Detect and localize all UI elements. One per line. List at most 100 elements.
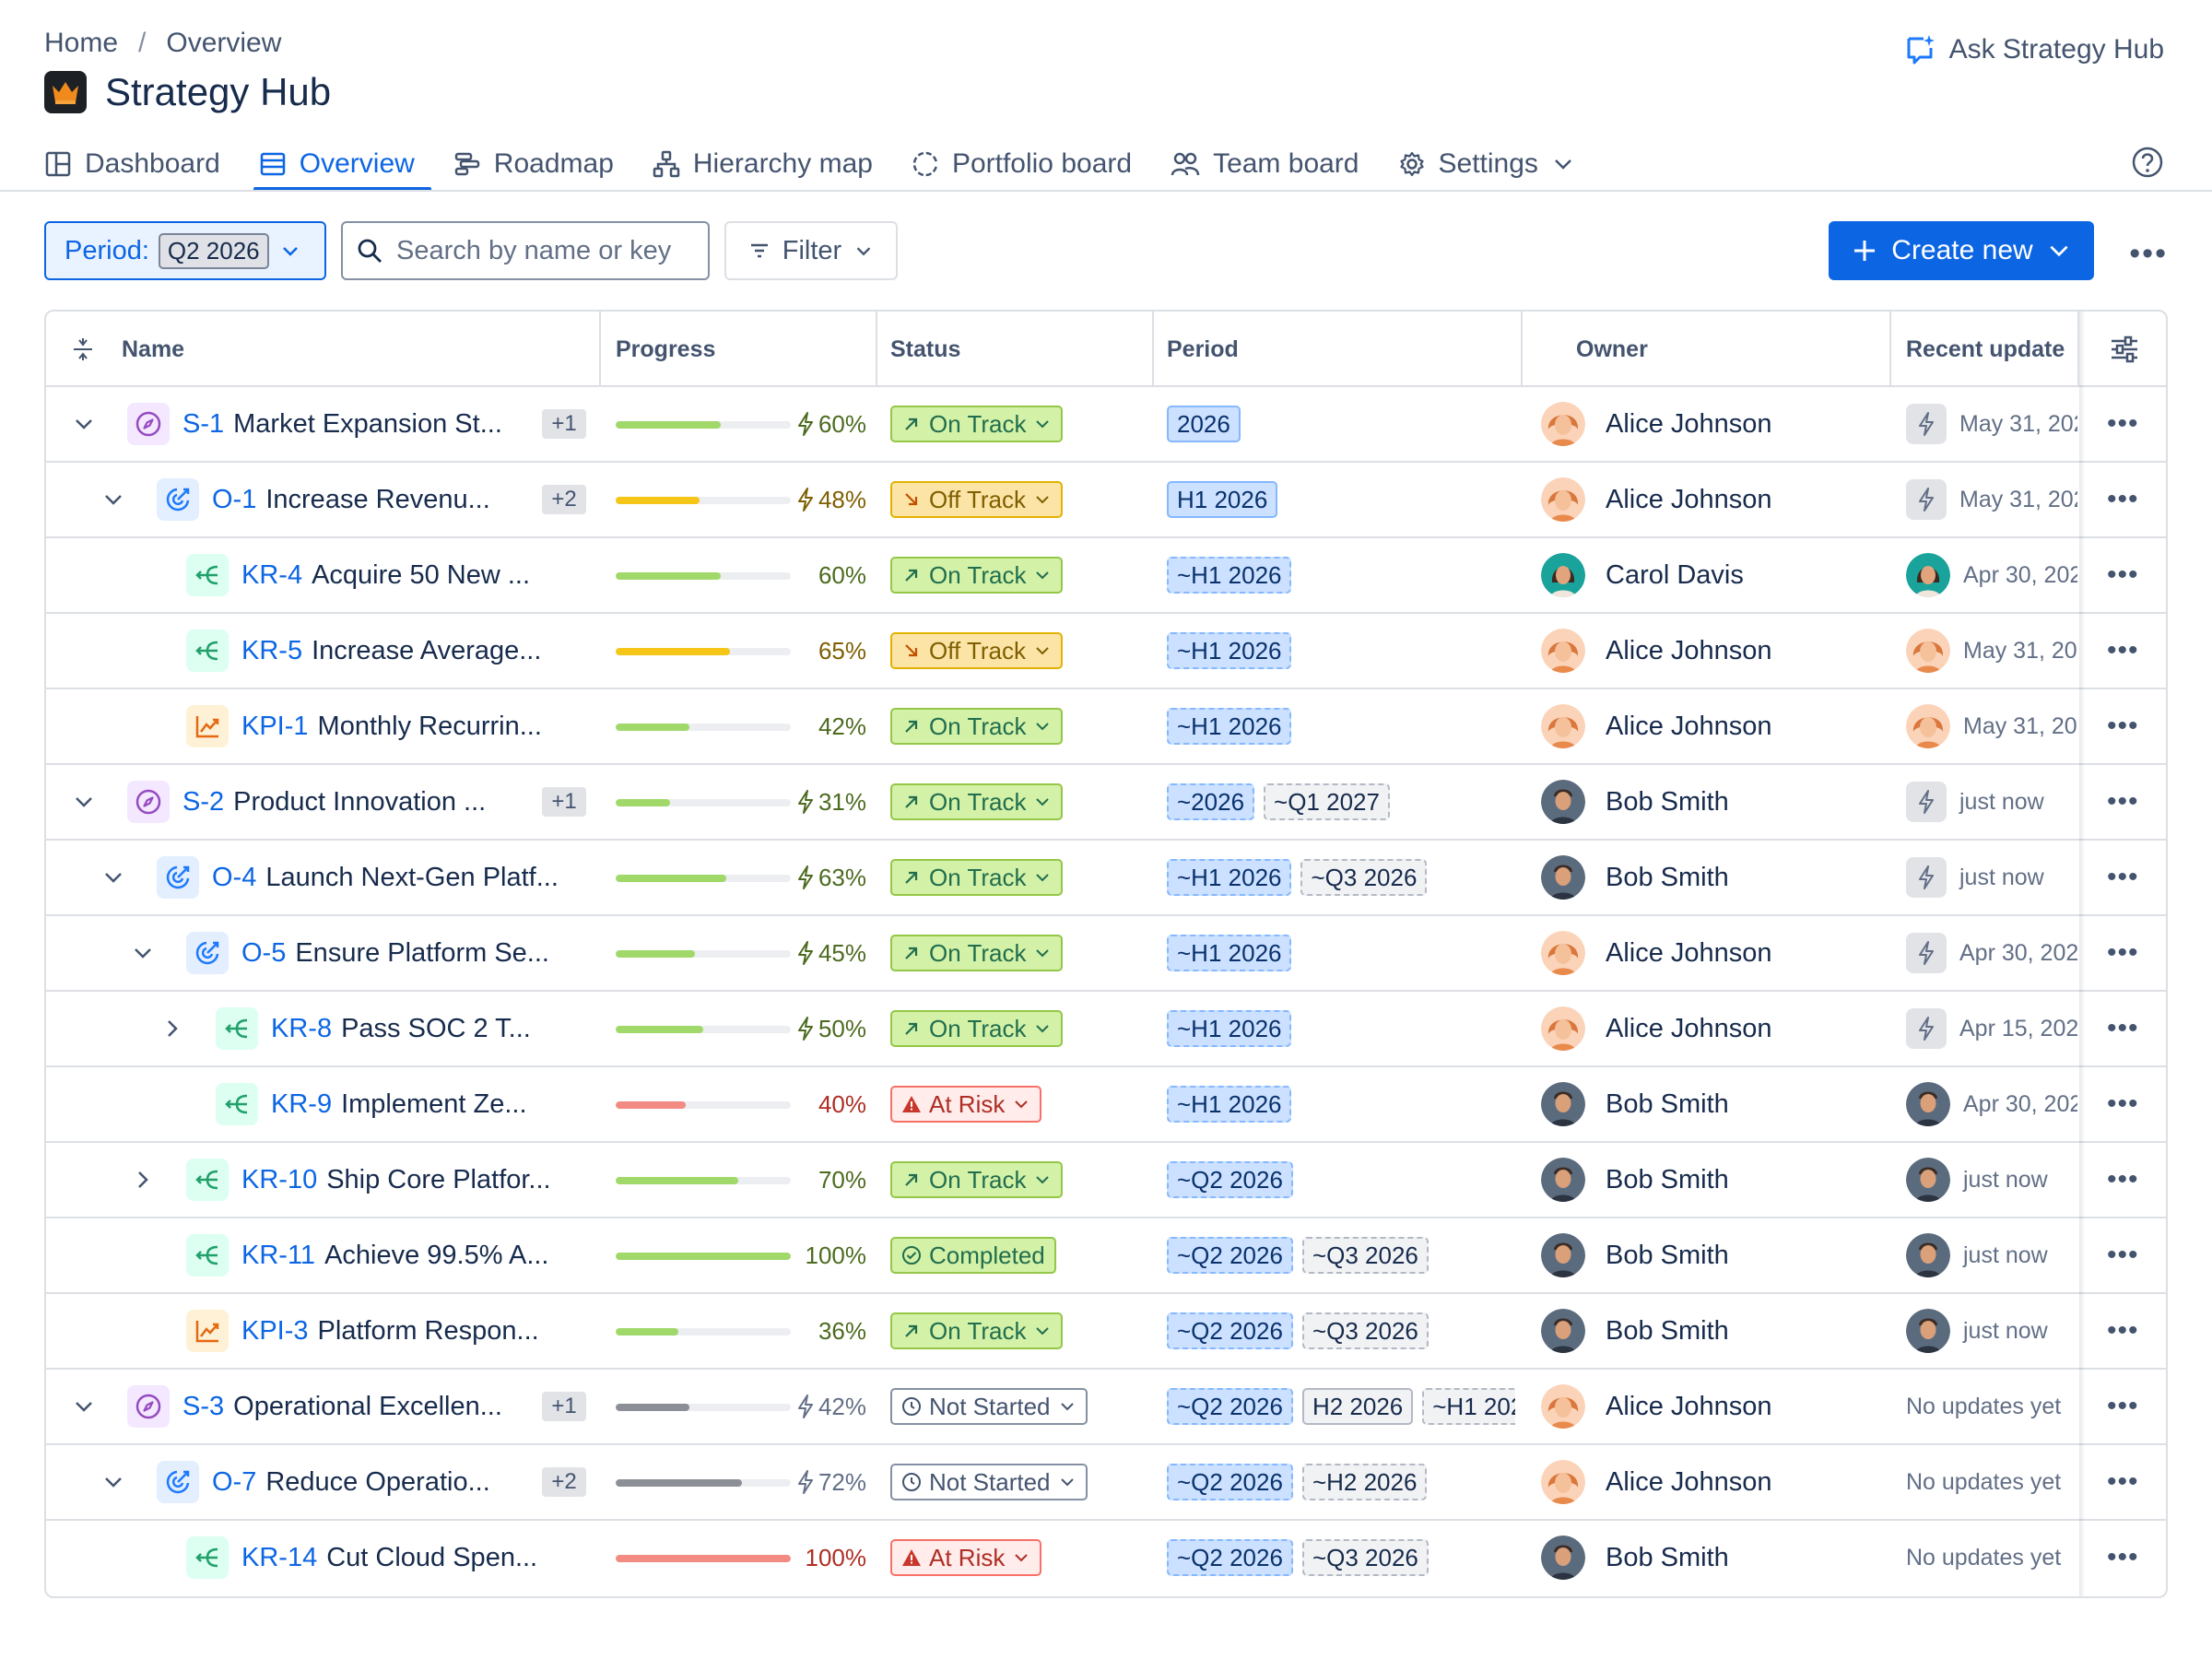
item-name[interactable]: Market Expansion St...	[233, 408, 502, 439]
recent-update-cell[interactable]: Apr 15, 2026	[1906, 992, 2077, 1065]
chevron-right-icon[interactable]	[129, 1166, 157, 1194]
column-settings-icon[interactable]	[2109, 312, 2140, 387]
status-dropdown[interactable]: On Track	[890, 1161, 1064, 1198]
item-key[interactable]: KR-5	[241, 635, 303, 665]
chevron-down-icon[interactable]	[70, 410, 98, 438]
status-dropdown[interactable]: On Track	[890, 935, 1064, 971]
recent-update-cell[interactable]: just now	[1906, 765, 2077, 839]
owner-cell[interactable]: Bob Smith	[1541, 1143, 1729, 1217]
row-more-icon[interactable]: •••	[2107, 1088, 2139, 1119]
create-new-button[interactable]: Create new	[1829, 221, 2094, 280]
period-chip[interactable]: ~H1 2026	[1167, 859, 1292, 896]
row-more-icon[interactable]: •••	[2107, 862, 2139, 892]
item-name[interactable]: Operational Excellen...	[233, 1391, 502, 1421]
status-dropdown[interactable]: Not Started	[890, 1388, 1088, 1425]
item-key[interactable]: S-2	[182, 786, 225, 817]
item-key[interactable]: KR-8	[271, 1013, 333, 1043]
row-more-icon[interactable]: •••	[2107, 635, 2139, 665]
tab-dashboard[interactable]: Dashboard	[44, 138, 239, 190]
owner-cell[interactable]: Alice Johnson	[1541, 1370, 1772, 1443]
period-chip[interactable]: 2026	[1167, 406, 1241, 442]
item-name[interactable]: Achieve 99.5% A...	[324, 1240, 549, 1270]
row-more-icon[interactable]: •••	[2107, 1240, 2139, 1270]
status-dropdown[interactable]: Off Track	[890, 632, 1063, 669]
col-name[interactable]: Name	[122, 335, 185, 362]
period-chip[interactable]: ~Q2 2026	[1167, 1237, 1293, 1274]
item-name[interactable]: Platform Respon...	[317, 1315, 539, 1346]
table-row[interactable]: KR-5 Increase Average... 65% Off Track ~H1 2…	[46, 614, 2166, 689]
table-row[interactable]: KR-11 Achieve 99.5% A... 100% Completed ~Q2 …	[46, 1218, 2166, 1294]
period-chip[interactable]: ~Q2 2026	[1167, 1161, 1293, 1198]
recent-update-cell[interactable]: May 31, 2026	[1906, 387, 2077, 461]
recent-update-cell[interactable]: just now	[1906, 841, 2077, 914]
tab-overview[interactable]: Overview	[253, 138, 433, 192]
table-row[interactable]: KR-4 Acquire 50 New ... 60% On Track ~H1 202…	[46, 538, 2166, 614]
recent-update-cell[interactable]: No updates yet	[1906, 1445, 2077, 1519]
col-period[interactable]: Period	[1167, 335, 1239, 362]
owner-cell[interactable]: Alice Johnson	[1541, 463, 1772, 536]
row-more-icon[interactable]: •••	[2107, 937, 2139, 968]
status-dropdown[interactable]: On Track	[890, 708, 1064, 745]
owner-cell[interactable]: Bob Smith	[1541, 765, 1729, 839]
child-count-badge[interactable]: +2	[542, 485, 586, 514]
status-dropdown[interactable]: At Risk	[890, 1539, 1042, 1576]
owner-cell[interactable]: Bob Smith	[1541, 1218, 1729, 1292]
period-chip[interactable]: ~2026	[1167, 783, 1255, 820]
item-key[interactable]: S-1	[182, 408, 225, 439]
recent-update-cell[interactable]: No updates yet	[1906, 1521, 2077, 1594]
item-key[interactable]: KR-10	[241, 1164, 318, 1194]
owner-cell[interactable]: Bob Smith	[1541, 1521, 1729, 1594]
chevron-down-icon[interactable]	[70, 788, 98, 816]
period-chip[interactable]: ~H1 2026	[1167, 708, 1292, 745]
item-key[interactable]: KR-14	[241, 1542, 318, 1572]
chevron-down-icon[interactable]	[100, 486, 127, 513]
chevron-down-icon[interactable]	[129, 939, 157, 967]
row-more-icon[interactable]: •••	[2107, 1391, 2139, 1421]
table-row[interactable]: O-4 Launch Next-Gen Platf... 63% On Track ~H…	[46, 841, 2166, 916]
item-key[interactable]: S-3	[182, 1391, 225, 1421]
table-row[interactable]: O-1 Increase Revenu... +2 48% Off Track H1 20…	[46, 463, 2166, 538]
table-row[interactable]: KR-8 Pass SOC 2 T... 50% On Track ~H1 2026 Al…	[46, 992, 2166, 1067]
period-chip[interactable]: ~H1 2026	[1167, 1010, 1292, 1047]
table-row[interactable]: O-7 Reduce Operatio... +2 72% Not Started ~Q2…	[46, 1445, 2166, 1521]
child-count-badge[interactable]: +1	[542, 1392, 586, 1421]
chevron-down-icon[interactable]	[70, 1393, 98, 1420]
period-chip[interactable]: ~Q3 2026	[1301, 1237, 1429, 1274]
recent-update-cell[interactable]: Apr 30, 2026	[1906, 538, 2077, 612]
item-key[interactable]: KR-9	[271, 1088, 333, 1119]
tab-portfolio-board[interactable]: Portfolio board	[912, 138, 1150, 190]
item-name[interactable]: Acquire 50 New ...	[312, 559, 531, 590]
row-more-icon[interactable]: •••	[2107, 1542, 2139, 1572]
period-chip[interactable]: ~Q2 2026	[1167, 1539, 1293, 1576]
recent-update-cell[interactable]: just now	[1906, 1294, 2077, 1368]
tab-hierarchy-map[interactable]: Hierarchy map	[653, 138, 891, 190]
item-key[interactable]: O-4	[212, 862, 257, 892]
row-more-icon[interactable]: •••	[2107, 786, 2139, 817]
row-more-icon[interactable]: •••	[2107, 1013, 2139, 1043]
item-name[interactable]: Product Innovation ...	[233, 786, 487, 817]
search-input[interactable]: Search by name or key	[341, 221, 710, 280]
recent-update-cell[interactable]: Apr 30, 2026	[1906, 1067, 2077, 1141]
breadcrumb-current[interactable]: Overview	[166, 28, 282, 58]
period-chip[interactable]: ~Q2 2026	[1167, 1388, 1293, 1425]
item-name[interactable]: Launch Next-Gen Platf...	[265, 862, 559, 892]
status-dropdown[interactable]: Not Started	[890, 1464, 1088, 1500]
period-chip[interactable]: ~H1 2026	[1167, 632, 1292, 669]
recent-update-cell[interactable]: just now	[1906, 1143, 2077, 1217]
period-selector[interactable]: Period: Q2 2026	[44, 221, 326, 280]
owner-cell[interactable]: Carol Davis	[1541, 538, 1744, 612]
collapse-all-icon[interactable]	[70, 312, 96, 387]
col-progress[interactable]: Progress	[616, 335, 716, 362]
chevron-down-icon[interactable]	[100, 864, 127, 891]
table-row[interactable]: S-1 Market Expansion St... +1 60% On Track 20…	[46, 387, 2166, 463]
status-dropdown[interactable]: On Track	[890, 859, 1064, 896]
chevron-down-icon[interactable]	[100, 1468, 127, 1496]
item-key[interactable]: O-1	[212, 484, 257, 514]
more-options-icon[interactable]: •••	[2129, 236, 2168, 271]
owner-cell[interactable]: Bob Smith	[1541, 841, 1729, 914]
table-row[interactable]: KPI-1 Monthly Recurrin... 42% On Track ~H1 2…	[46, 689, 2166, 765]
help-icon[interactable]	[2131, 146, 2164, 183]
row-more-icon[interactable]: •••	[2107, 559, 2139, 590]
item-key[interactable]: KPI-1	[241, 711, 309, 741]
owner-cell[interactable]: Alice Johnson	[1541, 1445, 1772, 1519]
